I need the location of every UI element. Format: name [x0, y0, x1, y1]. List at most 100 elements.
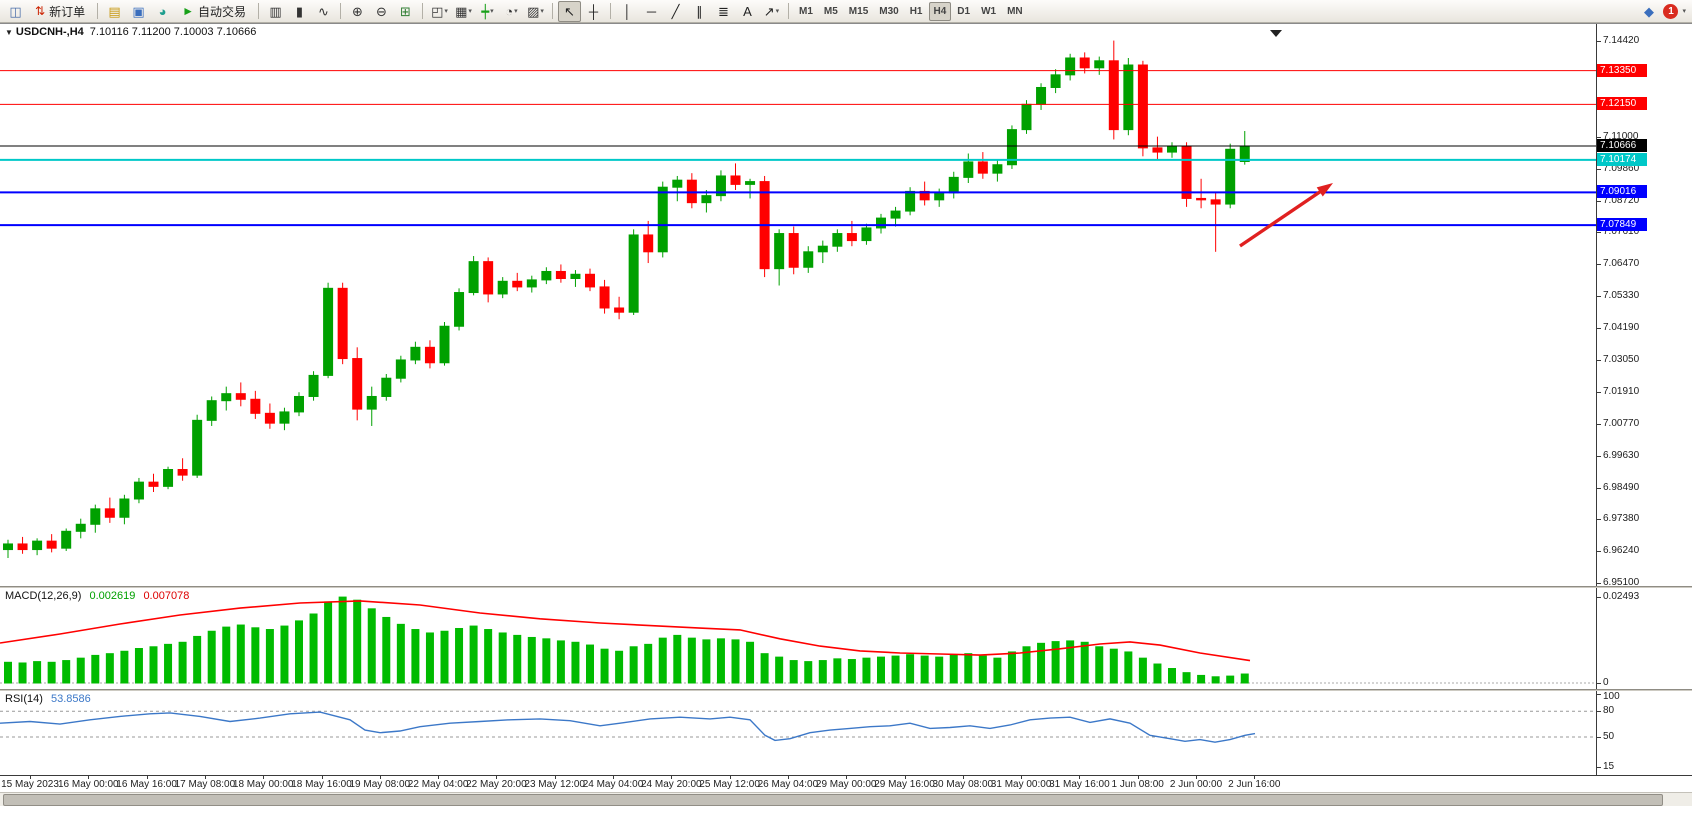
- axis-tick: [1597, 40, 1601, 42]
- axis-tick: [1597, 596, 1601, 598]
- price-tag-7.13350: 7.13350: [1597, 63, 1647, 77]
- axis-tick: [1597, 711, 1601, 713]
- axis-tick: [1597, 488, 1601, 490]
- macd-chart[interactable]: [0, 588, 1596, 689]
- timeframe-w1[interactable]: W1: [981, 5, 997, 17]
- time-axis-label: 26 May 04:00: [757, 779, 819, 790]
- horizontal-line-icon[interactable]: ─: [640, 1, 663, 22]
- zoom-out-icon: ⊖: [376, 3, 387, 19]
- timeframe-m30[interactable]: M30: [879, 5, 899, 17]
- market-watch-icon[interactable]: ▤: [103, 1, 126, 22]
- price-axis-label: 7.08720: [1603, 194, 1640, 206]
- rsi-axis-label: 50: [1603, 731, 1615, 742]
- symbol-dropdown-icon[interactable]: ▼: [5, 28, 13, 37]
- chart-header: ▼ USDCNH-,H4 7.10116 7.11200 7.10003 7.106…: [5, 26, 256, 38]
- time-axis-label: 31 May 16:00: [1049, 779, 1110, 790]
- dropdown-caret-icon[interactable]: ▾: [1682, 8, 1686, 15]
- autotrading-button[interactable]: ► 自动交易: [175, 1, 253, 22]
- templates-icon[interactable]: ▨ ▾: [524, 1, 547, 22]
- terminal-icon[interactable]: ◕: [151, 1, 174, 22]
- tile-windows-icon[interactable]: ⊞: [394, 1, 417, 22]
- price-tag-7.09016: 7.09016: [1597, 185, 1647, 199]
- chart-window-icon[interactable]: ◫: [4, 1, 27, 22]
- vertical-line-icon: │: [623, 3, 632, 19]
- arrows-tool-icon[interactable]: ↗ ▾: [760, 1, 783, 22]
- vertical-line-icon[interactable]: │: [616, 1, 639, 22]
- bar-chart-icon[interactable]: ▥: [264, 1, 287, 22]
- time-tick: [1196, 776, 1197, 779]
- time-axis-label: 22 May 04:00: [407, 779, 469, 790]
- price-axis-label: 7.03050: [1603, 353, 1640, 365]
- price-tag-7.12150: 7.12150: [1597, 97, 1647, 111]
- indicators-icon[interactable]: ┿ ▾: [476, 1, 499, 22]
- rsi-chart[interactable]: [0, 691, 1596, 775]
- timeframe-m5[interactable]: M5: [823, 5, 838, 17]
- time-axis-label: 24 May 04:00: [582, 779, 644, 790]
- dropdown-caret-icon: ▾: [490, 7, 494, 15]
- horizontal-scrollbar[interactable]: [0, 792, 1692, 806]
- candlestick-chart[interactable]: [0, 24, 1596, 586]
- candlestick-chart-icon[interactable]: ▮: [288, 1, 311, 22]
- tile-windows-icon: ⊞: [400, 3, 411, 19]
- new-chart-icon[interactable]: ◰ ▾: [428, 1, 451, 22]
- macd-panel: MACD(12,26,9) 0.002619 0.007078 0.02493 0: [0, 588, 1692, 689]
- zoom-in-icon[interactable]: ⊕: [346, 1, 369, 22]
- price-axis-label: 7.11000: [1603, 130, 1639, 142]
- timeframe-mn[interactable]: MN: [1007, 5, 1023, 17]
- chart-window-icon: ◫: [9, 3, 22, 19]
- scrollbar-thumb[interactable]: [3, 794, 1663, 806]
- price-axis[interactable]: 7.14420 7.11000 7.09860 7.08720 7.07610 7.064…: [1596, 24, 1692, 586]
- panel-divider[interactable]: [0, 689, 1692, 691]
- panel-divider[interactable]: [0, 586, 1692, 588]
- cursor-icon[interactable]: ↖: [557, 0, 581, 22]
- time-tick: [146, 776, 148, 779]
- periods-icon[interactable]: ◔ ▾: [500, 1, 523, 22]
- line-chart-icon[interactable]: ∿: [312, 1, 335, 22]
- trend-arrow: [1239, 186, 1328, 248]
- new-order-button[interactable]: ⇅ 新订单: [28, 1, 92, 22]
- trend-arrow-head: [1316, 183, 1333, 197]
- timeframe-m1[interactable]: M1: [798, 5, 813, 17]
- community-icon[interactable]: ◆: [1637, 1, 1660, 22]
- community-icon: ◆: [1643, 3, 1654, 19]
- zoom-out-icon[interactable]: ⊖: [370, 1, 393, 22]
- time-axis-label: 19 May 08:00: [349, 779, 411, 790]
- fibonacci-icon[interactable]: ≣: [712, 1, 735, 22]
- macd-axis-label: 0: [1603, 677, 1609, 688]
- time-axis-label: 29 May 16:00: [874, 779, 935, 790]
- channel-icon[interactable]: ∥: [688, 1, 711, 22]
- time-tick: [379, 776, 381, 779]
- price-axis-label: 7.14420: [1603, 34, 1640, 46]
- macd-label: MACD(12,26,9): [5, 590, 82, 602]
- notification-badge[interactable]: 1: [1663, 3, 1679, 19]
- text-icon: A: [743, 3, 752, 19]
- time-axis-label: 23 May 12:00: [524, 779, 585, 790]
- timeframe-m15[interactable]: M15: [848, 5, 869, 17]
- time-tick: [438, 776, 440, 779]
- time-tick: [729, 776, 731, 779]
- time-axis-label: 15 May 2023: [1, 779, 59, 790]
- text-icon[interactable]: A: [736, 1, 759, 22]
- axis-tick: [1597, 767, 1601, 769]
- navigator-icon[interactable]: ▣: [127, 1, 150, 22]
- timeframe-d1[interactable]: D1: [957, 5, 971, 17]
- macd-signal-value: 0.007078: [143, 590, 190, 602]
- terminal-icon: ◕: [158, 3, 167, 19]
- autotrading-button-label: 自动交易: [197, 4, 246, 19]
- time-axis[interactable]: 15 May 2023 16 May 00:00 16 May 16:00 17 Ma…: [0, 775, 1692, 792]
- horizontal-line-icon: ─: [646, 3, 657, 19]
- axis-tick: [1597, 424, 1601, 425]
- profiles-icon[interactable]: ▦ ▾: [452, 1, 475, 22]
- timeframe-h1[interactable]: H1: [909, 5, 923, 17]
- profiles-icon: ▦: [455, 3, 468, 19]
- timeframe-h4[interactable]: H4: [928, 1, 952, 21]
- crosshair-icon[interactable]: ┼: [582, 1, 605, 22]
- toolbar-separator: [97, 3, 99, 19]
- arrows-tool-icon: ↗: [763, 3, 775, 19]
- bar-chart-icon: ▥: [269, 3, 282, 19]
- dropdown-caret-icon: ▾: [444, 7, 448, 15]
- price-tag-7.07849: 7.07849: [1597, 218, 1647, 232]
- toolbar-left-group: ◫ ⇅ 新订单 ▤ ▣ ◕ ► 自动交易 ▥ ▮ ∿ ⊕ ⊖ ⊞ ◰ ▾ ▦ ▾ ┿ ▾ ◔ ▾ ▨ ▾ ↖ ┼ │ ─ ╱ ∥ ≣ A ↗ ▾ M…: [4, 0, 1028, 22]
- price-axis-label: 6.95100: [1603, 577, 1640, 586]
- trendline-icon[interactable]: ╱: [664, 1, 687, 22]
